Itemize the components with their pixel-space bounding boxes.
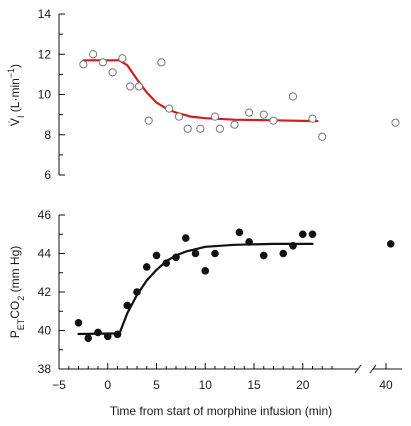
y-tick-label: 12 bbox=[38, 47, 52, 61]
data-point bbox=[79, 60, 88, 69]
y-tick-label: 8 bbox=[44, 128, 51, 142]
y-tick-label: 38 bbox=[38, 362, 52, 376]
data-point bbox=[245, 238, 253, 246]
data-point bbox=[196, 124, 205, 133]
data-point bbox=[123, 301, 132, 310]
x-tick-label: 20 bbox=[296, 378, 310, 392]
x-tick-label: 10 bbox=[199, 378, 213, 392]
data-point bbox=[113, 330, 122, 339]
data-point bbox=[98, 58, 107, 67]
data-point bbox=[126, 82, 135, 91]
x-tick-label: 40 bbox=[379, 378, 393, 392]
data-point bbox=[89, 50, 98, 59]
data-point bbox=[391, 118, 400, 127]
top-panel: V̇I (L·min−1) 14 12 10 8 6 bbox=[6, 7, 400, 182]
y-tick-label: 40 bbox=[38, 324, 52, 338]
top-y-axis-title: V̇I (L·min−1) bbox=[6, 64, 26, 126]
data-point bbox=[308, 230, 317, 239]
svg-text:PETCO2 (mm Hg): PETCO2 (mm Hg) bbox=[8, 246, 26, 339]
data-point bbox=[245, 108, 254, 117]
data-point bbox=[201, 267, 210, 275]
y-tick-label: 6 bbox=[44, 168, 51, 182]
data-point bbox=[259, 110, 268, 119]
data-point bbox=[183, 124, 192, 133]
data-point bbox=[210, 112, 220, 121]
x-tick-label: 0 bbox=[104, 378, 111, 392]
data-point bbox=[144, 116, 153, 125]
data-point bbox=[288, 92, 298, 101]
y-tick-label: 14 bbox=[38, 7, 52, 21]
bottom-panel: PETCO2 (mm Hg) 46 44 42 40 38−5 0 5 10 15 20 40 bbox=[8, 208, 402, 392]
data-point bbox=[133, 288, 141, 296]
x-tick-label: −5 bbox=[52, 378, 66, 392]
fit-curve bbox=[77, 242, 314, 336]
data-point bbox=[174, 112, 184, 121]
data-point bbox=[386, 240, 395, 248]
y-tick-label: 10 bbox=[38, 88, 52, 102]
data-point bbox=[289, 242, 297, 250]
axis-break-mark bbox=[369, 364, 377, 374]
data-point bbox=[269, 116, 278, 125]
x-tick-label: 5 bbox=[153, 378, 160, 392]
bottom-y-axis-title: PETCO2 (mm Hg) bbox=[8, 246, 26, 339]
data-point bbox=[235, 228, 244, 237]
data-point bbox=[134, 82, 144, 91]
data-point bbox=[211, 249, 219, 258]
y-tick-label: 46 bbox=[38, 208, 52, 222]
data-point bbox=[298, 230, 307, 239]
svg-text:V̇I (L·min−1): V̇I (L·min−1) bbox=[6, 64, 26, 126]
fit-curve bbox=[82, 59, 319, 123]
data-point bbox=[84, 334, 93, 343]
data-point bbox=[118, 54, 127, 63]
x-tick-label: 15 bbox=[247, 378, 261, 392]
x-axis-title: Time from start of morphine infusion (mi… bbox=[110, 404, 332, 418]
data-point bbox=[157, 58, 166, 67]
data-point bbox=[181, 234, 190, 242]
y-tick-label: 42 bbox=[38, 285, 52, 299]
data-point bbox=[215, 124, 224, 133]
data-point bbox=[74, 319, 83, 327]
data-point bbox=[152, 251, 161, 260]
data-point bbox=[191, 249, 200, 258]
axis-break-mark bbox=[354, 364, 362, 374]
data-point bbox=[172, 253, 180, 262]
data-point bbox=[318, 132, 327, 141]
data-point bbox=[259, 251, 268, 260]
y-tick-label: 44 bbox=[38, 247, 52, 261]
data-point bbox=[162, 259, 171, 267]
data-point bbox=[279, 249, 288, 258]
data-point bbox=[165, 104, 174, 113]
data-point bbox=[142, 263, 151, 271]
data-point bbox=[103, 332, 112, 341]
data-point bbox=[108, 68, 117, 77]
data-point bbox=[94, 328, 102, 337]
data-point bbox=[230, 120, 239, 129]
data-point bbox=[308, 114, 317, 123]
